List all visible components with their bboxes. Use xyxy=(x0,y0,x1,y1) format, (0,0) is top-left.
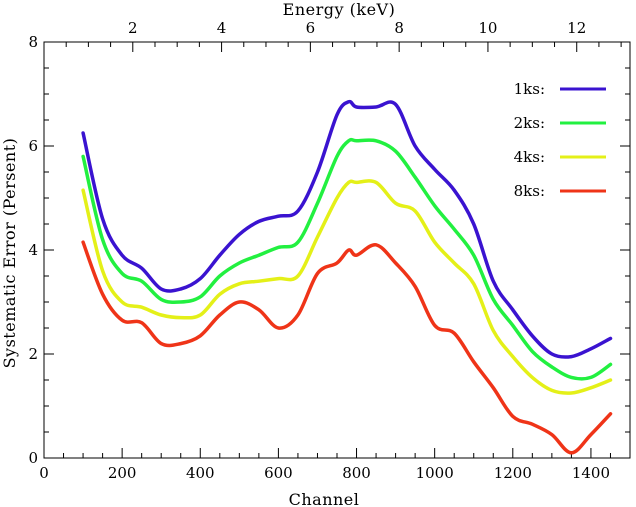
plot-border xyxy=(43,41,631,459)
y-tick-label: 4 xyxy=(28,241,38,259)
legend-label: 8ks: xyxy=(514,182,545,200)
y-tick-label: 6 xyxy=(28,137,38,155)
top-axis-ticks: 2 4 6 8 10 12 xyxy=(65,19,622,52)
legend-label: 2ks: xyxy=(514,114,545,132)
top-tick-label: 12 xyxy=(567,19,586,37)
left-axis-ticks: 0 2 4 6 8 xyxy=(28,33,630,467)
x-tick-label: 400 xyxy=(186,464,215,482)
x-tick-label: 1400 xyxy=(572,464,610,482)
series-line-2 xyxy=(81,137,613,381)
series-line-3 xyxy=(81,179,613,395)
x-tick-label: 1200 xyxy=(494,464,532,482)
top-axis-title: Energy (keV) xyxy=(283,0,396,19)
top-tick-label: 8 xyxy=(394,19,404,37)
y-axis-title: Systematic Error (Persent) xyxy=(0,138,19,369)
series-line-4 xyxy=(81,240,613,455)
legend-label: 4ks: xyxy=(514,148,545,166)
y-tick-label: 2 xyxy=(28,345,38,363)
legend: 1ks: 2ks: 4ks: 8ks: xyxy=(514,80,606,200)
series-line-1 xyxy=(81,99,613,359)
top-tick-label: 6 xyxy=(306,19,316,37)
x-tick-label: 0 xyxy=(39,464,49,482)
x-axis-title: Channel xyxy=(289,490,360,507)
series-lines xyxy=(81,99,613,455)
y-tick-label: 0 xyxy=(28,449,38,467)
top-tick-label: 2 xyxy=(128,19,138,37)
legend-label: 1ks: xyxy=(514,80,545,98)
top-tick-label: 10 xyxy=(478,19,497,37)
x-tick-label: 200 xyxy=(108,464,137,482)
x-tick-label: 600 xyxy=(264,464,293,482)
top-tick-label: 4 xyxy=(217,19,227,37)
x-tick-label: 800 xyxy=(342,464,371,482)
plot-frame xyxy=(43,41,631,459)
x-tick-label: 1000 xyxy=(416,464,454,482)
y-tick-label: 8 xyxy=(28,33,38,51)
bottom-axis-ticks: 0 200 400 600 800 1000 1200 1400 xyxy=(39,448,631,482)
